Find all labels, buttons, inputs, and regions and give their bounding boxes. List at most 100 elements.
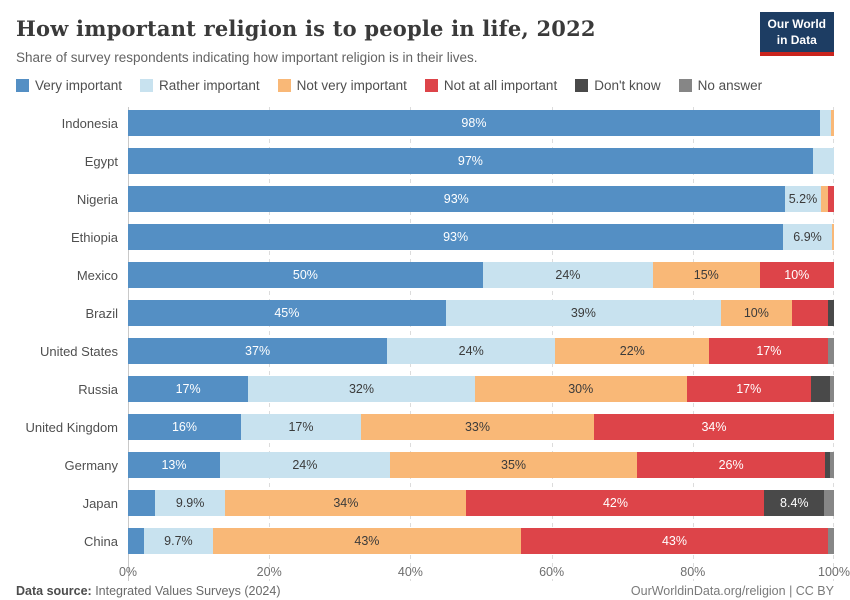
bar-value-label: 37% (245, 344, 271, 358)
bar-segment-no_answer[interactable] (828, 528, 834, 554)
bar-segment-rather_important[interactable]: 24% (219, 452, 390, 478)
bar-segment-no_answer[interactable] (830, 452, 834, 478)
bar-segment-dont_know[interactable]: 8.4% (764, 490, 825, 516)
bar-segment-not_at_all_important[interactable]: 43% (520, 528, 829, 554)
bar-segment-not_very_important[interactable]: 35% (389, 452, 638, 478)
legend-label: Not at all important (443, 78, 558, 93)
bar-segment-very_important[interactable]: 98% (128, 110, 820, 136)
legend-item-dont_know[interactable]: Don't know (575, 78, 661, 93)
bar-segment-not_very_important[interactable] (831, 224, 835, 250)
bar-segment-dont_know[interactable] (824, 452, 831, 478)
bar-value-label: 97% (457, 154, 483, 168)
bar-value-label: 9.9% (175, 496, 205, 510)
bar-segment-rather_important[interactable]: 9.7% (143, 528, 214, 554)
bar-segment-dont_know[interactable] (828, 300, 834, 326)
bar-segment-no_answer[interactable] (824, 490, 835, 516)
bar-segment-very_important[interactable] (128, 490, 155, 516)
stacked-bar: 37% 24% 22% 17% (128, 338, 834, 364)
bar-segment-rather_important[interactable]: 24% (482, 262, 654, 288)
bar-segment-not_at_all_important[interactable]: 34% (593, 414, 834, 440)
data-source-label: Data source: (16, 584, 92, 598)
legend-label: Very important (35, 78, 123, 93)
stacked-bar: 93% 5.2% (128, 186, 835, 212)
bar-segment-no_answer[interactable] (830, 376, 834, 402)
legend-swatch-icon (16, 79, 29, 92)
bar-segment-not_very_important[interactable]: 34% (225, 490, 467, 516)
bar-segment-very_important[interactable]: 97% (128, 148, 813, 174)
bar-segment-no_answer[interactable] (828, 338, 834, 364)
bar-segment-rather_important[interactable]: 5.2% (784, 186, 822, 212)
legend-item-very_important[interactable]: Very important (16, 78, 122, 93)
bar-row: Egypt 97% (16, 142, 834, 180)
bar-segment-not_at_all_important[interactable] (791, 300, 829, 326)
owid-logo: Our World in Data (759, 12, 834, 57)
bar-segment-not_at_all_important[interactable]: 17% (686, 376, 811, 402)
bar-segment-rather_important[interactable] (812, 148, 834, 174)
bar-row: Nigeria 93% 5.2% (16, 180, 835, 218)
bar-row: United States 37% 24% 22% 17% (16, 332, 834, 370)
bar-segment-not_very_important[interactable]: 43% (213, 528, 521, 554)
bar-segment-very_important[interactable]: 37% (128, 338, 388, 364)
bar-value-label: 50% (292, 268, 318, 282)
bar-value-label: 8.4% (780, 496, 809, 510)
bar-segment-very_important[interactable]: 93% (128, 186, 785, 212)
chart-rows: Indonesia 98% Egypt 97% Nigeria 93% 5.2% Ethiop… (16, 104, 835, 560)
bar-segment-very_important[interactable]: 16% (128, 414, 241, 440)
bar-segment-not_at_all_important[interactable]: 26% (637, 452, 825, 478)
bar-segment-rather_important[interactable]: 32% (248, 376, 475, 402)
bar-segment-very_important[interactable]: 45% (128, 300, 446, 326)
legend-item-not_at_all_important[interactable]: Not at all important (424, 78, 558, 93)
bar-row: Germany 13% 24% 35% 26% (16, 446, 834, 484)
bar-segment-dont_know[interactable] (810, 376, 831, 402)
bar-segment-not_very_important[interactable] (821, 186, 828, 212)
page-subtitle: Share of survey respondents indicating h… (16, 50, 478, 65)
bar-value-label: 42% (602, 496, 628, 510)
bar-segment-very_important[interactable] (128, 528, 144, 554)
legend-item-rather_important[interactable]: Rather important (140, 78, 260, 93)
country-label: Russia (78, 381, 118, 397)
country-label: Brazil (85, 305, 118, 321)
bar-segment-not_at_all_important[interactable]: 10% (759, 262, 835, 288)
bar-segment-not_very_important[interactable]: 30% (474, 376, 687, 402)
bar-segment-not_at_all_important[interactable]: 42% (466, 490, 765, 516)
bar-row: United Kingdom 16% 17% 33% 34% (16, 408, 834, 446)
credit-link[interactable]: OurWorldinData.org/religion | CC BY (630, 584, 834, 598)
stacked-bar: 17% 32% 30% 17% (128, 376, 834, 402)
bar-segment-not_very_important[interactable]: 10% (721, 300, 792, 326)
stacked-bar: 16% 17% 33% 34% (128, 414, 834, 440)
bar-segment-very_important[interactable]: 93% (128, 224, 784, 250)
stacked-bar: 98% (128, 110, 834, 136)
bar-segment-rather_important[interactable]: 39% (445, 300, 722, 326)
bar-segment-not_very_important[interactable]: 22% (555, 338, 710, 364)
stacked-bar: 9.9% 34% 42% 8.4% (128, 490, 835, 516)
bar-value-label: 32% (348, 382, 374, 396)
stacked-bar: 93% 6.9% (128, 224, 835, 250)
bar-value-label: 43% (661, 534, 687, 548)
bar-segment-not_at_all_important[interactable]: 17% (709, 338, 829, 364)
bar-value-label: 98% (461, 116, 487, 130)
bar-segment-rather_important[interactable]: 6.9% (783, 224, 832, 250)
bar-value-label: 93% (443, 192, 469, 206)
country-label: Japan (82, 495, 118, 511)
country-label: China (84, 533, 118, 549)
bar-segment-rather_important[interactable]: 17% (240, 414, 361, 440)
country-label: Nigeria (76, 191, 118, 207)
bar-row: Japan 9.9% 34% 42% 8.4% (16, 484, 835, 522)
bar-value-label: 6.9% (793, 230, 822, 244)
bar-segment-not_very_important[interactable]: 33% (360, 414, 594, 440)
bar-value-label: 34% (701, 420, 727, 434)
bar-segment-very_important[interactable]: 50% (128, 262, 483, 288)
bar-segment-rather_important[interactable]: 9.9% (154, 490, 226, 516)
bar-segment-not_at_all_important[interactable] (827, 186, 835, 212)
bar-segment-very_important[interactable]: 13% (128, 452, 220, 478)
bar-segment-very_important[interactable]: 17% (128, 376, 249, 402)
legend-item-no_answer[interactable]: No answer (678, 78, 763, 93)
bar-segment-rather_important[interactable] (819, 110, 832, 136)
bar-segment-not_very_important[interactable] (831, 110, 834, 136)
bar-segment-not_very_important[interactable]: 15% (653, 262, 760, 288)
bar-segment-rather_important[interactable]: 24% (387, 338, 556, 364)
legend-label: No answer (697, 78, 763, 93)
legend-item-not_very_important[interactable]: Not very important (277, 78, 407, 93)
bar-value-label: 45% (274, 306, 300, 320)
owid-logo-line1: Our World (767, 17, 826, 31)
